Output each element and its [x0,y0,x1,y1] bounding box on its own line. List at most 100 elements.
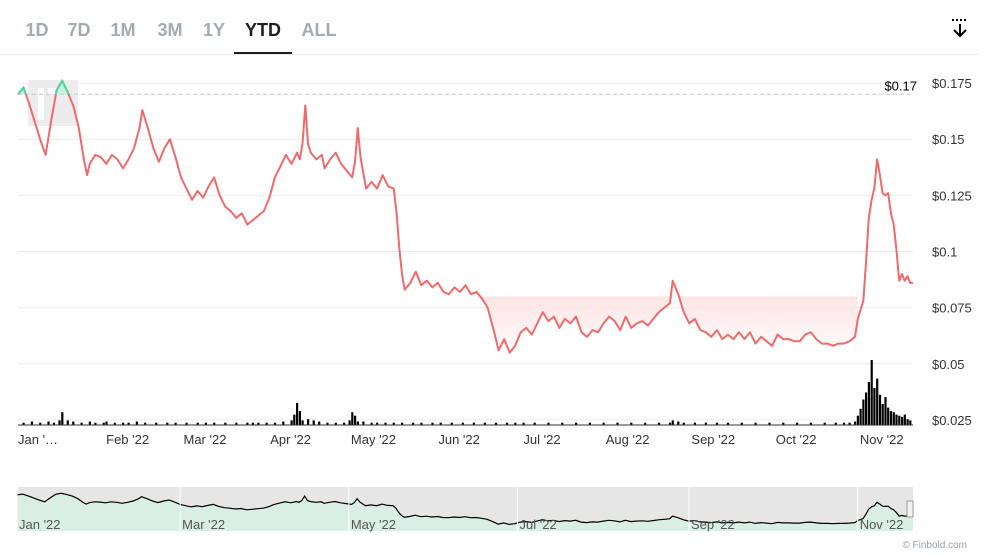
volume-bar [693,422,696,425]
y-tick-label: $0.15 [932,132,965,147]
x-tick-label: Jan '… [18,432,58,447]
price-line-path [17,79,913,354]
tab-1d[interactable]: 1D [25,20,49,40]
volume-bar [903,414,906,425]
volume-bar [884,397,887,425]
volume-bar [301,420,304,425]
area-below [482,296,858,353]
volume-bar [754,422,757,425]
area-fill [18,80,858,353]
volume-bar [257,422,260,425]
volume-bar [113,422,116,425]
volume-bar [420,422,423,425]
tab-1y[interactable]: 1Y [202,20,226,40]
volume-bar [246,422,249,425]
volume-bar [876,378,879,425]
download-icon[interactable] [948,16,972,40]
volume-bar [547,422,550,425]
navigator[interactable]: Jan '22 Mar '22 May '22 Jul '22 Sep '22 Nov '… [16,487,914,532]
x-axis: Jan '… Feb '22 Mar '22 Apr '22 May '22 Jun '2… [18,432,904,447]
tab-7d[interactable]: 7D [67,20,91,40]
volume-bar [561,422,564,425]
volume-bar [72,421,75,425]
y-tick-label: $0.125 [932,188,972,203]
x-tick-label: Aug '22 [606,432,650,447]
volume-bar [185,422,188,425]
volume-bar [483,422,486,425]
volume-bar [22,422,25,425]
volume-bar [296,402,299,425]
navigator-line [16,492,913,526]
x-tick-label: Oct '22 [776,432,817,447]
grid-lines [18,82,913,421]
volume-bar [39,422,42,425]
x-tick-label: Sep '22 [691,432,735,447]
volume-bar [856,415,859,425]
volume-bar [878,394,882,425]
volume-bar [298,411,301,425]
tab-all[interactable]: ALL [301,20,337,40]
range-tabs: 1D 7D 1M 3M 1Y YTD ALL [0,0,995,55]
x-tick-label: Apr '22 [270,432,311,447]
tab-ytd[interactable]: YTD [234,10,292,55]
volume-bar [334,422,337,425]
volume-bar [842,422,846,425]
volume-bar [213,422,216,425]
x-tick-label: Jun '22 [438,432,480,447]
volume-bar [392,422,395,425]
volume-bar [61,412,64,425]
volume-bar [376,422,379,425]
navigator-label: Mar '22 [182,517,225,532]
volume-bar [602,422,605,425]
volume-bar [682,422,685,425]
tab-3m[interactable]: 3M [157,20,183,40]
volume-bar [362,421,365,425]
volume-bar [343,422,346,425]
volume-bar [726,422,730,425]
volume-bar [354,415,357,425]
volume-bar [348,420,351,425]
y-tick-label: $0.05 [932,357,965,372]
volume-bar [88,421,91,425]
navigator-label: Sep '22 [691,517,735,532]
volume-bar [854,421,857,425]
volume-bar [898,415,901,425]
volume-bar [870,360,873,425]
volume-bar [895,414,898,425]
volume-bar [809,422,812,425]
volume-bar [522,422,525,425]
volume-bar [312,420,315,425]
navigator-handle[interactable] [906,500,914,518]
volume-bar [265,422,268,425]
volume-bar [823,422,826,425]
volume-bar [881,404,884,425]
volume-bar [901,416,904,425]
volume-bar [94,422,97,425]
tabs-divider [0,54,980,55]
volume-bar [307,419,310,425]
volume-bar [122,422,125,425]
volume-bar [704,422,707,425]
y-tick-label: $0.1 [932,245,957,260]
volume-bar [439,422,442,425]
volume-bar [472,422,475,425]
volume-bar [166,422,169,425]
volume-bar [384,422,387,425]
x-tick-label: May '22 [351,432,396,447]
volume-bar [412,422,415,425]
volume-bar [715,422,719,425]
navigator-label: May '22 [351,517,396,532]
price-line [17,78,913,354]
volume-bar [204,422,207,425]
volume-bar [494,422,498,425]
volume-bar [52,422,56,425]
volume-bar [514,422,517,425]
volume-bar [105,421,108,425]
tab-1m[interactable]: 1M [110,20,136,40]
volume-bar [575,422,578,425]
x-tick-label: Jul '22 [523,432,560,447]
volume-bars [22,360,912,426]
volume-bar [588,422,591,425]
volume-bar [630,422,633,425]
